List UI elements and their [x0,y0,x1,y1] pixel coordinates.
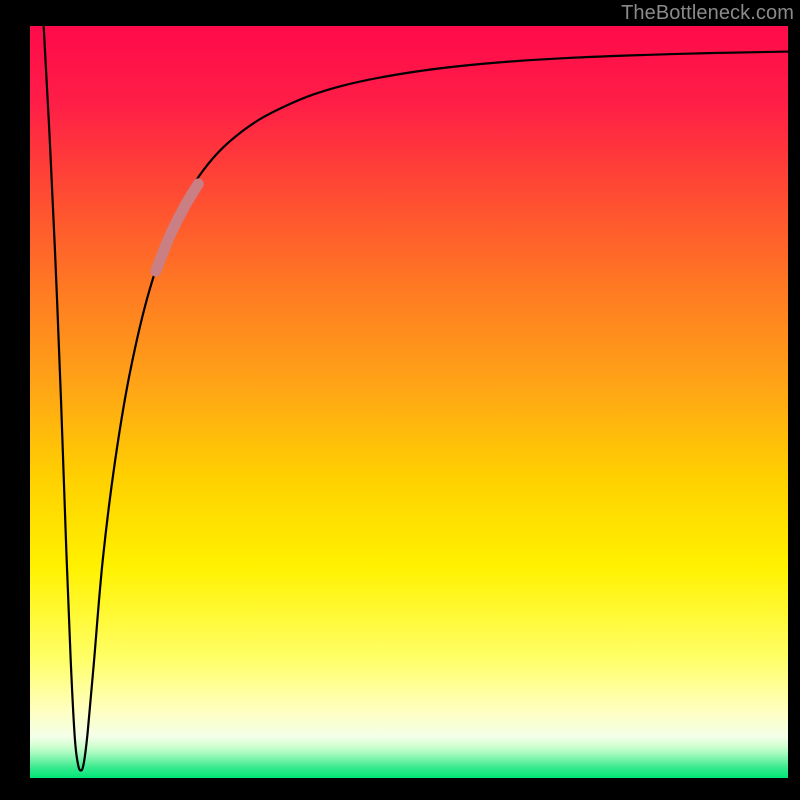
chart-frame: TheBottleneck.com [0,0,800,800]
chart-background [30,26,788,778]
watermark-text: TheBottleneck.com [621,2,794,25]
bottleneck-chart [30,26,788,778]
